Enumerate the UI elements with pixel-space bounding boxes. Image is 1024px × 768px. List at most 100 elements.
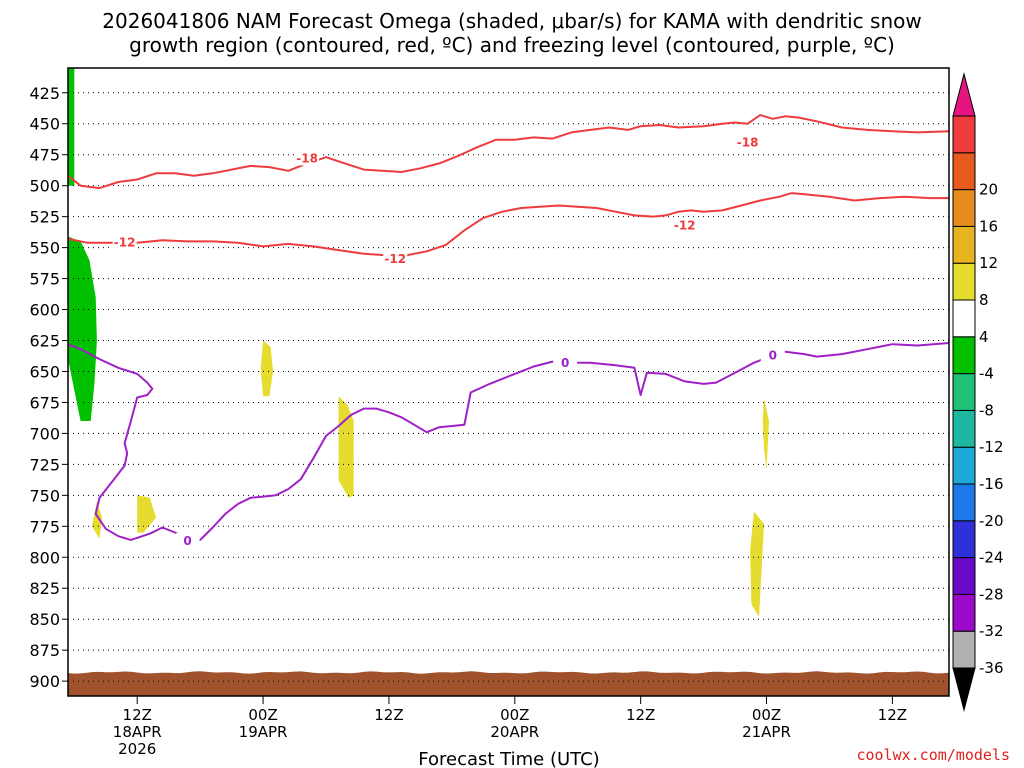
x-tick-label: 00Z	[752, 706, 781, 724]
colorbar-segment	[952, 630, 976, 669]
y-tick-label: 525	[29, 208, 60, 227]
colorbar: -36 -32 -28 -24 -20 -16 -12 -8 -4 4 8 12 16 20	[952, 72, 1004, 712]
contour-label-bg	[672, 217, 697, 233]
y-tick-label: 750	[29, 486, 60, 505]
y-tick-label: 475	[29, 146, 60, 165]
colorbar-segment	[952, 115, 976, 154]
contour-layer: -18 -18 -12 -12 -12 0 0 0	[68, 114, 949, 549]
colorbar-label: -16	[979, 475, 1004, 493]
colorbar-label: -36	[979, 659, 1004, 677]
colorbar-segment	[952, 373, 976, 411]
y-tick-label: 725	[29, 455, 60, 474]
contour-label: -12	[114, 236, 136, 250]
contour-label: -12	[674, 218, 696, 232]
terrain-layer	[68, 671, 949, 696]
colorbar-segment	[952, 225, 976, 264]
y-tick-label: 575	[29, 270, 60, 289]
colorbar-segment	[952, 152, 976, 191]
colorbar-segment	[952, 299, 976, 338]
colorbar-label: 20	[979, 181, 998, 199]
chart-title-line-2: growth region (contoured, red, ºC) and f…	[129, 33, 895, 57]
y-tick-label: 875	[29, 641, 60, 660]
contour-label-bg	[553, 354, 578, 370]
colorbar-segment	[952, 593, 976, 632]
contour-label-bg	[112, 234, 137, 250]
contour-label-bg	[383, 250, 408, 266]
y-tick-label: 900	[29, 672, 60, 691]
colorbar-segment	[952, 262, 976, 301]
x-tick-date: 20APR	[490, 723, 539, 741]
omega-region-1	[68, 236, 97, 421]
omega-region-2	[91, 501, 102, 539]
y-tick-label: 800	[29, 548, 60, 567]
omega-region-4	[260, 340, 274, 397]
colorbar-label: 12	[979, 254, 998, 272]
colorbar-label: -12	[979, 438, 1004, 456]
y-tick-label: 850	[29, 610, 60, 629]
contour-label: 0	[769, 348, 777, 362]
y-tick-label: 650	[29, 362, 60, 381]
x-tick-date: 21APR	[742, 723, 791, 741]
contour-label: 0	[561, 356, 569, 370]
omega-region-6	[762, 398, 769, 470]
x-tick-label: 12Z	[123, 706, 152, 724]
omega-region-3	[137, 495, 157, 533]
terrain-fill	[68, 671, 949, 696]
contour-label-bg	[175, 533, 200, 549]
x-tick-label: 00Z	[500, 706, 529, 724]
x-axis-label: Forecast Time (UTC)	[418, 749, 599, 768]
omega-region-7	[750, 511, 764, 617]
colorbar-segment	[952, 520, 976, 559]
x-tick-date: 18APR	[113, 723, 162, 741]
colorbar-label: -28	[979, 585, 1004, 603]
x-tick-label: 12Z	[626, 706, 655, 724]
y-tick-label: 425	[29, 84, 60, 103]
colorbar-label: -32	[979, 622, 1004, 640]
y-axis: 425 450 475 500 525 550 575 600 625 650 675 700 725 7…	[29, 84, 68, 691]
plot-frame	[67, 67, 950, 697]
colorbar-segment	[952, 409, 976, 448]
colorbar-label: -24	[979, 549, 1004, 567]
y-tick-label: 825	[29, 579, 60, 598]
grid-layer	[68, 92, 949, 682]
colorbar-segment	[952, 446, 976, 485]
x-tick-year: 2026	[118, 740, 156, 758]
colorbar-label: 16	[979, 217, 998, 235]
contour-label: -18	[296, 151, 318, 165]
y-tick-label: 500	[29, 177, 60, 196]
x-tick-date: 19APR	[239, 723, 288, 741]
contour-line-2	[68, 342, 949, 543]
colorbar-label: 8	[979, 291, 989, 309]
x-tick-label: 00Z	[248, 706, 277, 724]
x-tick-label: 12Z	[878, 706, 907, 724]
contour-label: -18	[737, 135, 759, 149]
contour-label-bg	[760, 347, 785, 363]
contour-label-bg	[735, 134, 760, 150]
y-tick-label: 700	[29, 424, 60, 443]
contour-label: -12	[384, 252, 406, 266]
x-tick-label: 12Z	[374, 706, 403, 724]
colorbar-segment	[952, 483, 976, 522]
contour-label: 0	[183, 534, 191, 548]
y-tick-label: 550	[29, 239, 60, 258]
colorbar-label: -20	[979, 512, 1004, 530]
colorbar-under-triangle	[952, 667, 976, 712]
y-tick-label: 450	[29, 115, 60, 134]
chart-title-line-1: 2026041806 NAM Forecast Omega (shaded, μ…	[102, 9, 921, 33]
colorbar-segment	[952, 189, 976, 227]
y-tick-label: 625	[29, 332, 60, 351]
omega-region-0	[68, 68, 75, 186]
colorbar-segment	[952, 557, 976, 595]
contour-line-1	[68, 192, 949, 258]
y-tick-label: 675	[29, 393, 60, 412]
colorbar-segment	[952, 336, 976, 375]
colorbar-label: -8	[979, 401, 994, 419]
credit-text: coolwx.com/models	[856, 746, 1010, 764]
contour-line-0	[68, 114, 949, 190]
y-tick-label: 600	[29, 301, 60, 320]
omega-shading-layer	[68, 68, 769, 617]
contour-label-bg	[295, 150, 320, 166]
colorbar-label: -4	[979, 365, 994, 383]
